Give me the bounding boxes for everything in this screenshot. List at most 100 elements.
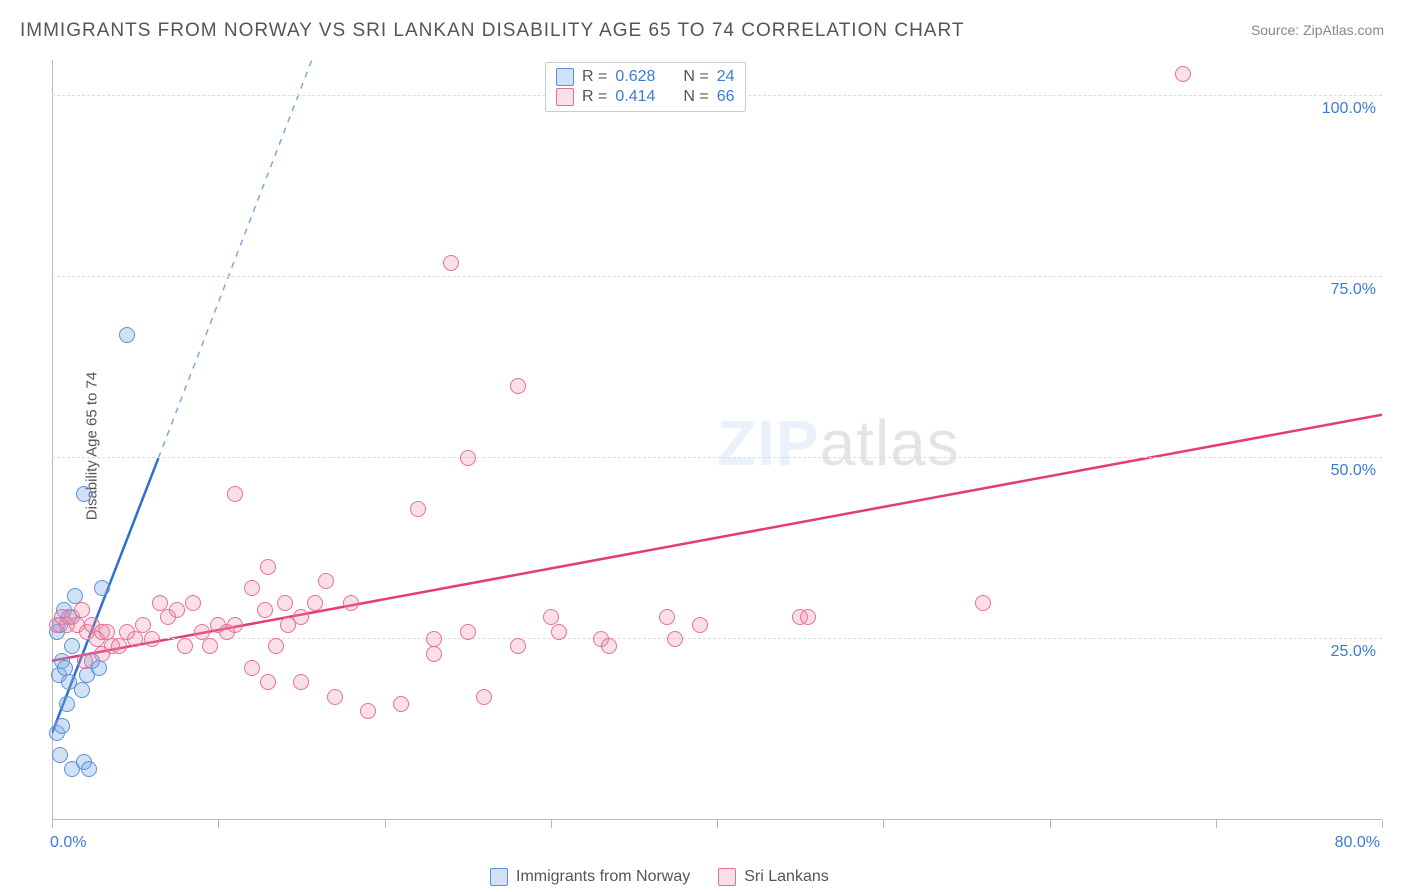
data-point-norway xyxy=(119,327,135,343)
r-label: R = xyxy=(582,68,607,86)
data-point-norway xyxy=(52,747,68,763)
swatch-srilanka xyxy=(718,868,736,886)
x-tick xyxy=(1216,820,1217,828)
legend-row-norway: R = 0.628 N = 24 xyxy=(556,67,735,87)
data-point-srilanka xyxy=(77,653,93,669)
x-tick xyxy=(1382,820,1383,828)
r-value: 0.628 xyxy=(615,68,655,86)
data-point-srilanka xyxy=(260,674,276,690)
data-point-srilanka xyxy=(257,602,273,618)
legend-label: Immigrants from Norway xyxy=(516,868,690,886)
x-tick xyxy=(218,820,219,828)
data-point-srilanka xyxy=(975,595,991,611)
data-point-srilanka xyxy=(318,573,334,589)
y-tick-label: 75.0% xyxy=(1331,281,1376,299)
n-value: 66 xyxy=(717,88,735,106)
data-point-srilanka xyxy=(410,501,426,517)
data-point-srilanka xyxy=(94,646,110,662)
n-label: N = xyxy=(683,88,708,106)
data-point-srilanka xyxy=(227,617,243,633)
data-point-norway xyxy=(74,682,90,698)
y-tick-label: 50.0% xyxy=(1331,462,1376,480)
data-point-norway xyxy=(94,580,110,596)
x-tick xyxy=(883,820,884,828)
data-point-srilanka xyxy=(800,609,816,625)
data-point-srilanka xyxy=(343,595,359,611)
data-point-srilanka xyxy=(692,617,708,633)
data-point-srilanka xyxy=(127,631,143,647)
data-point-srilanka xyxy=(1175,66,1191,82)
data-point-srilanka xyxy=(667,631,683,647)
gridline-h xyxy=(52,457,1382,458)
data-point-srilanka xyxy=(360,703,376,719)
data-point-srilanka xyxy=(185,595,201,611)
data-point-srilanka xyxy=(543,609,559,625)
legend-label: Sri Lankans xyxy=(744,868,829,886)
swatch-norway xyxy=(490,868,508,886)
data-point-srilanka xyxy=(277,595,293,611)
regression-lines xyxy=(52,60,1382,820)
data-point-norway xyxy=(76,486,92,502)
x-tick-label: 80.0% xyxy=(1335,834,1380,852)
gridline-h xyxy=(52,638,1382,639)
data-point-srilanka xyxy=(551,624,567,640)
data-point-srilanka xyxy=(177,638,193,654)
r-value: 0.414 xyxy=(615,88,655,106)
y-tick-label: 100.0% xyxy=(1322,100,1376,118)
x-tick xyxy=(52,820,53,828)
series-legend: Immigrants from Norway Sri Lankans xyxy=(490,868,829,886)
data-point-srilanka xyxy=(144,631,160,647)
x-tick xyxy=(551,820,552,828)
data-point-srilanka xyxy=(476,689,492,705)
x-tick-label: 0.0% xyxy=(50,834,86,852)
chart-title: IMMIGRANTS FROM NORWAY VS SRI LANKAN DIS… xyxy=(20,20,964,42)
x-tick xyxy=(717,820,718,828)
data-point-srilanka xyxy=(659,609,675,625)
n-value: 24 xyxy=(717,68,735,86)
data-point-srilanka xyxy=(510,378,526,394)
data-point-srilanka xyxy=(227,486,243,502)
data-point-srilanka xyxy=(327,689,343,705)
data-point-norway xyxy=(59,696,75,712)
data-point-srilanka xyxy=(426,646,442,662)
data-point-srilanka xyxy=(152,595,168,611)
swatch-norway xyxy=(556,68,574,86)
data-point-srilanka xyxy=(111,638,127,654)
data-point-norway xyxy=(64,638,80,654)
n-label: N = xyxy=(683,68,708,86)
gridline-h xyxy=(52,276,1382,277)
correlation-legend: R = 0.628 N = 24 R = 0.414 N = 66 xyxy=(545,62,746,112)
data-point-srilanka xyxy=(443,255,459,271)
data-point-srilanka xyxy=(510,638,526,654)
y-tick-label: 25.0% xyxy=(1331,643,1376,661)
data-point-srilanka xyxy=(202,638,218,654)
data-point-norway xyxy=(54,718,70,734)
data-point-srilanka xyxy=(307,595,323,611)
legend-item-norway: Immigrants from Norway xyxy=(490,868,690,886)
data-point-srilanka xyxy=(393,696,409,712)
data-point-srilanka xyxy=(194,624,210,640)
r-label: R = xyxy=(582,88,607,106)
legend-row-srilanka: R = 0.414 N = 66 xyxy=(556,87,735,107)
data-point-srilanka xyxy=(293,674,309,690)
data-point-norway xyxy=(81,761,97,777)
data-point-norway xyxy=(57,660,73,676)
data-point-srilanka xyxy=(169,602,185,618)
data-point-srilanka xyxy=(244,660,260,676)
data-point-srilanka xyxy=(601,638,617,654)
data-point-srilanka xyxy=(260,559,276,575)
data-point-srilanka xyxy=(244,580,260,596)
plot-area: ZIPatlas 25.0%50.0%75.0%100.0%0.0%80.0% xyxy=(52,60,1382,820)
legend-item-srilanka: Sri Lankans xyxy=(718,868,829,886)
data-point-srilanka xyxy=(74,602,90,618)
source-link[interactable]: ZipAtlas.com xyxy=(1303,22,1384,38)
data-point-srilanka xyxy=(293,609,309,625)
data-point-srilanka xyxy=(460,624,476,640)
data-point-srilanka xyxy=(135,617,151,633)
swatch-srilanka xyxy=(556,88,574,106)
x-tick xyxy=(385,820,386,828)
source-prefix: Source: xyxy=(1251,22,1303,38)
x-tick xyxy=(1050,820,1051,828)
data-point-srilanka xyxy=(268,638,284,654)
data-point-srilanka xyxy=(460,450,476,466)
